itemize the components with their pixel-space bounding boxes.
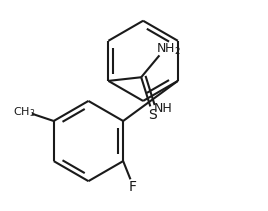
Text: NH: NH (154, 102, 173, 115)
Text: NH$_2$: NH$_2$ (156, 42, 181, 57)
Text: S: S (148, 108, 157, 122)
Text: F: F (128, 180, 136, 194)
Text: CH$_3$: CH$_3$ (13, 105, 36, 119)
